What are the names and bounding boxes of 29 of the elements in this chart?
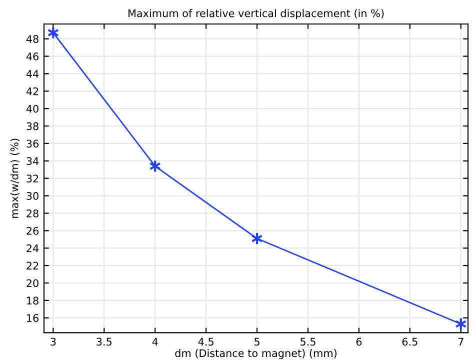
x-axis-title: dm (Distance to magnet) (mm) — [175, 349, 337, 360]
y-tick-label: 22 — [26, 262, 38, 270]
x-tick-label: 5 — [254, 338, 260, 346]
x-tick-label: 5.5 — [300, 338, 316, 346]
y-tick-label: 26 — [26, 226, 38, 235]
y-tick-label: 42 — [26, 87, 38, 96]
y-tick-label: 34 — [26, 157, 39, 166]
y-tick-label: 44 — [26, 70, 39, 78]
y-tick-label: 18 — [27, 296, 38, 305]
y-tick-label: 48 — [26, 35, 38, 43]
y-tick-label: 30 — [26, 192, 38, 200]
y-tick-label: 40 — [26, 104, 38, 113]
y-tick-label: 38 — [26, 122, 38, 130]
x-tick-label: 6.5 — [402, 338, 418, 346]
x-tick-label: 6 — [356, 338, 362, 346]
chart-title: Maximum of relative vertical displacement (in %) — [128, 9, 384, 20]
x-tick-label: 4 — [152, 338, 158, 346]
y-tick-label: 24 — [26, 244, 39, 252]
y-tick-label: 20 — [26, 279, 38, 288]
y-tick-label: 28 — [26, 209, 38, 218]
y-tick-label: 32 — [26, 174, 38, 182]
x-tick-label: 4.5 — [198, 338, 214, 346]
x-tick-label: 7 — [458, 338, 464, 346]
x-tick-label: 3 — [50, 338, 56, 346]
y-axis-title: max(w/dm) (%) — [10, 138, 20, 218]
y-tick-label: 36 — [26, 140, 38, 148]
y-tick-label: 46 — [26, 52, 38, 60]
x-tick-label: 3.5 — [96, 338, 112, 346]
y-tick-label: 16 — [27, 314, 38, 322]
